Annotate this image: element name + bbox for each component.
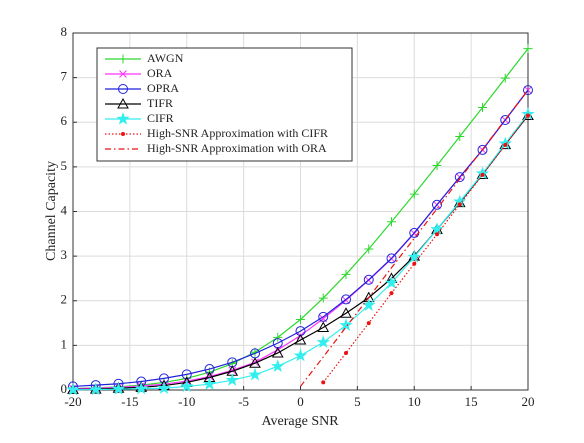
marker [384,275,399,289]
marker [205,372,214,381]
y-axis-label: Channel Capacity [44,161,59,261]
legend-label: ORA [147,66,173,80]
marker [66,382,80,396]
marker [273,332,283,342]
marker [341,294,351,305]
marker [119,70,127,78]
marker [339,318,353,331]
series-line [322,115,529,383]
marker [157,381,171,394]
marker [181,369,192,380]
marker [455,132,465,142]
marker [387,217,396,227]
marker [432,161,442,171]
marker [134,381,148,395]
marker [503,143,508,148]
marker [407,249,421,263]
marker [318,293,328,303]
x-tick-label: -20 [64,394,81,409]
x-tick-label: 20 [522,394,535,409]
marker [366,321,371,326]
marker [294,333,307,345]
y-tick-label: 7 [61,69,68,84]
legend-label: CIFR [147,111,174,125]
y-tick-label: 8 [61,24,68,39]
marker [435,232,439,237]
marker [202,377,217,390]
y-tick-label: 5 [61,158,68,173]
x-tick-label: 0 [297,394,304,409]
plot-frame [72,32,529,391]
marker [480,172,485,177]
y-tick-label: 1 [61,336,68,351]
marker [118,84,128,94]
legend-label: High-SNR Approximation with ORA [147,141,327,155]
marker [523,85,533,96]
y-tick-label: 2 [61,292,68,307]
marker [271,346,284,358]
y-tick-label: 4 [61,202,68,217]
marker [344,350,348,355]
marker [318,311,329,322]
marker [116,111,130,125]
legend-label: High-SNR Approximation with CIFR [147,126,328,140]
marker [478,103,487,113]
marker [118,54,128,64]
marker [363,274,374,285]
marker [317,321,330,333]
x-tick-label: 5 [354,394,361,409]
y-tick-label: 6 [61,113,68,128]
marker [117,97,129,109]
marker [477,144,488,155]
marker [321,380,326,385]
y-tick-label: 3 [61,247,68,262]
series-line [72,89,529,388]
marker [271,359,285,373]
marker [225,373,239,386]
marker [89,382,103,396]
x-tick-label: -5 [238,394,249,409]
marker [121,132,125,136]
y-tick-label: 0 [61,381,68,396]
marker [454,172,465,183]
x-tick-label: -10 [178,394,195,409]
marker [248,367,262,381]
x-axis-label: Average SNR [261,414,339,429]
marker [412,261,417,266]
marker [316,335,330,348]
marker [526,113,530,118]
marker [293,348,308,362]
marker [389,291,394,296]
marker [249,357,261,368]
x-tick-label: 15 [465,394,478,409]
x-tick-label: 10 [408,394,421,409]
legend-label: AWGN [147,51,184,65]
marker [111,382,126,395]
legend-label: TIFR [147,96,173,110]
series-line [300,89,529,387]
marker [432,199,442,210]
marker [430,222,444,236]
marker [228,366,237,375]
marker [457,202,462,207]
marker [386,253,397,264]
marker [364,244,374,254]
legend-label: OPRA [147,81,179,95]
marker [523,44,533,54]
marker [500,115,511,126]
marker [341,269,351,279]
x-tick-label: -15 [121,394,138,409]
marker [296,314,305,324]
marker [340,307,352,318]
marker [500,73,510,83]
marker [180,379,194,393]
marker [409,189,419,199]
